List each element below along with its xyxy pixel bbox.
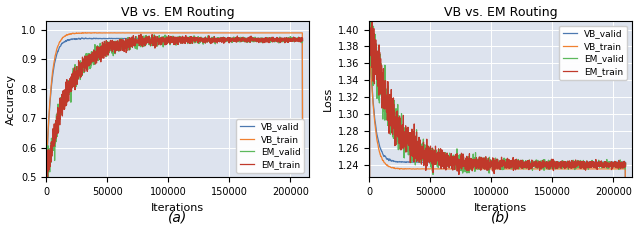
VB_train — [366, 40, 374, 43]
X-axis label: Iterations: Iterations — [151, 203, 204, 213]
Legend: VB_valid, VB_train, EM_valid, EM_train: VB_valid, VB_train, EM_valid, EM_train — [559, 26, 627, 80]
VB_train — [600, 168, 608, 170]
EM_train — [410, 146, 418, 149]
EM_train — [369, 18, 376, 21]
VB_valid — [273, 37, 281, 40]
EM_valid — [600, 164, 608, 167]
VB_train — [411, 168, 419, 170]
VB_valid — [88, 37, 95, 40]
VB_train — [596, 168, 604, 170]
VB_valid — [596, 161, 604, 164]
Text: (a): (a) — [168, 210, 187, 224]
Y-axis label: Accuracy: Accuracy — [6, 74, 15, 125]
VB_valid — [411, 161, 419, 164]
Title: VB vs. EM Routing: VB vs. EM Routing — [444, 5, 557, 18]
Line: EM_train: EM_train — [46, 34, 303, 180]
VB_train — [88, 32, 95, 35]
VB_train — [42, 233, 50, 236]
VB_train — [299, 148, 307, 151]
EM_valid — [366, 5, 374, 7]
EM_train — [299, 39, 307, 42]
EM_valid — [88, 64, 95, 66]
EM_valid — [189, 41, 197, 43]
VB_train — [189, 32, 197, 34]
EM_train — [87, 61, 95, 64]
VB_train — [81, 31, 89, 34]
EM_train — [277, 40, 285, 43]
EM_valid — [429, 173, 437, 176]
VB_valid — [572, 161, 579, 164]
EM_valid — [572, 165, 579, 168]
EM_valid — [365, 12, 373, 14]
EM_valid — [596, 163, 604, 166]
EM_valid — [411, 143, 419, 146]
EM_valid — [150, 33, 158, 36]
VB_train — [513, 168, 520, 170]
Line: VB_valid: VB_valid — [369, 41, 626, 237]
VB_valid — [189, 37, 197, 40]
EM_valid — [410, 135, 418, 138]
VB_train — [248, 32, 256, 34]
Legend: VB_valid, VB_train, EM_valid, EM_train: VB_valid, VB_train, EM_valid, EM_train — [236, 119, 304, 173]
EM_valid — [248, 38, 256, 41]
EM_train — [513, 164, 520, 167]
VB_valid — [277, 37, 285, 40]
Y-axis label: Loss: Loss — [323, 87, 333, 111]
EM_valid — [299, 40, 307, 42]
EM_valid — [42, 178, 50, 181]
EM_train — [137, 33, 145, 36]
Title: VB vs. EM Routing: VB vs. EM Routing — [120, 5, 234, 18]
EM_train — [600, 163, 608, 165]
VB_valid — [81, 36, 89, 39]
VB_valid — [42, 232, 50, 235]
VB_train — [88, 32, 95, 34]
EM_valid — [88, 55, 95, 58]
VB_valid — [600, 161, 608, 164]
EM_train — [572, 164, 579, 167]
EM_train — [365, 62, 373, 64]
VB_train — [572, 168, 579, 170]
Line: EM_valid: EM_valid — [369, 6, 626, 174]
X-axis label: Iterations: Iterations — [474, 203, 527, 213]
Text: (b): (b) — [491, 210, 510, 224]
EM_valid — [622, 162, 630, 165]
VB_valid — [88, 37, 95, 40]
EM_train — [273, 38, 281, 41]
VB_valid — [513, 161, 520, 164]
VB_valid — [410, 161, 418, 164]
VB_valid — [366, 39, 374, 42]
VB_valid — [299, 152, 307, 155]
Line: VB_valid: VB_valid — [46, 38, 303, 234]
EM_train — [596, 164, 604, 167]
Line: EM_valid: EM_valid — [46, 35, 303, 180]
EM_train — [189, 37, 197, 40]
EM_valid — [273, 39, 281, 42]
Line: VB_train: VB_train — [369, 41, 626, 237]
EM_train — [248, 38, 256, 41]
EM_train — [411, 150, 419, 153]
VB_train — [273, 32, 281, 34]
VB_valid — [248, 37, 256, 40]
VB_train — [410, 168, 418, 170]
EM_train — [455, 173, 463, 176]
EM_valid — [42, 179, 50, 182]
EM_train — [88, 54, 95, 56]
EM_valid — [513, 160, 520, 163]
Line: EM_train: EM_train — [369, 20, 626, 174]
EM_valid — [277, 39, 285, 42]
Line: VB_train: VB_train — [46, 32, 303, 234]
EM_train — [42, 179, 50, 182]
VB_train — [277, 32, 285, 34]
EM_train — [622, 162, 630, 164]
